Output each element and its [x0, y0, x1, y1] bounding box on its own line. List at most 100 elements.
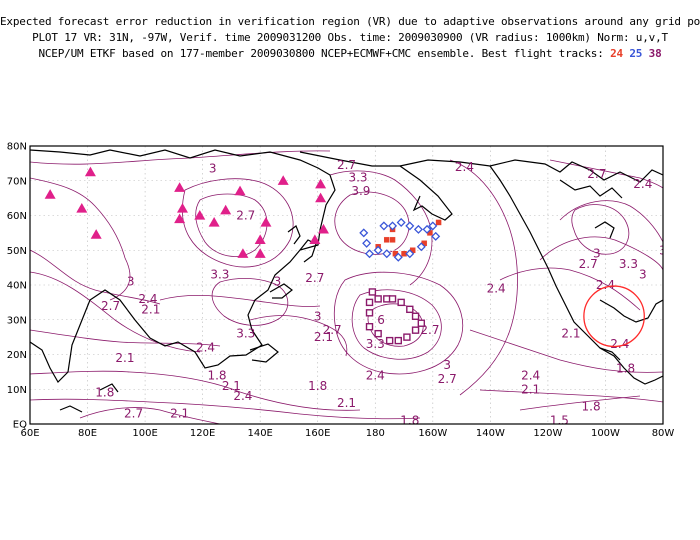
- observation-triangle: [174, 213, 186, 224]
- contour-label: 2.4: [455, 160, 474, 174]
- contour-line: [571, 204, 630, 255]
- contour-label: 2.1: [337, 396, 356, 410]
- observation-triangle: [208, 216, 220, 227]
- contour-label: 2.7: [101, 299, 120, 313]
- header-line-3-text: NCEP/UM ETKF based on 177-member 2009030…: [38, 47, 604, 60]
- observation-triangle: [260, 216, 272, 227]
- contour-lines: [30, 150, 663, 424]
- contour-label: 2.1: [141, 302, 160, 316]
- coastline: [59, 405, 83, 413]
- observation-triangle: [309, 234, 321, 244]
- contour-label: 2.7: [305, 271, 324, 285]
- contour-line: [351, 289, 442, 360]
- coastline: [99, 383, 119, 393]
- contour-line: [549, 159, 663, 189]
- observation-triangle: [90, 229, 102, 239]
- lon-tick-label: 80W: [652, 428, 675, 439]
- contour-label: 2.4: [233, 389, 252, 403]
- observation-triangle: [44, 189, 56, 199]
- contour-line: [30, 329, 221, 347]
- contour-label: 2.4: [633, 177, 652, 191]
- coastline: [299, 151, 453, 221]
- lat-tick-label: 40N: [7, 281, 27, 292]
- coastline: [287, 225, 301, 245]
- contour-line: [211, 278, 289, 326]
- contour-line: [182, 178, 294, 268]
- contour-label: 1.8: [95, 386, 114, 400]
- track-38-point: [365, 309, 374, 317]
- contour-label: 2.4: [487, 281, 506, 295]
- track-24-point: [389, 236, 396, 244]
- track-25-point: [359, 228, 369, 238]
- lat-tick-label: 20N: [7, 350, 27, 361]
- track-25-point: [431, 231, 441, 241]
- lon-tick-label: 80E: [78, 428, 97, 439]
- track-25-point: [393, 252, 403, 262]
- contour-label: 2.7: [587, 167, 606, 181]
- contour-label: 3: [127, 275, 135, 289]
- observation-triangle: [277, 175, 289, 185]
- coastline: [299, 239, 317, 263]
- contour-label: 2.4: [196, 341, 215, 355]
- coastline: [269, 283, 293, 299]
- track-25-point: [362, 238, 372, 248]
- lon-tick-label: 160W: [418, 428, 447, 439]
- track-id-25: 25: [629, 47, 643, 60]
- lat-tick-label: 10N: [7, 385, 27, 396]
- contour-label: 2.4: [610, 337, 629, 351]
- track-25-point: [379, 221, 389, 231]
- contour-label: 1.8: [616, 361, 635, 375]
- contour-label: 2.7: [579, 257, 598, 271]
- lon-tick-label: 140W: [476, 428, 505, 439]
- track-25-point: [405, 249, 415, 259]
- observation-triangle: [315, 178, 327, 189]
- contour-label: 2.7: [420, 323, 439, 337]
- lat-tick-label: 30N: [7, 315, 27, 326]
- track-38-point: [365, 323, 374, 331]
- contour-line: [469, 329, 663, 373]
- lat-tick-label: 70N: [7, 176, 27, 187]
- contour-label: 2.7: [337, 158, 356, 172]
- track-38-point: [411, 312, 420, 320]
- map-frame: [29, 145, 664, 425]
- lat-tick-label: 60N: [7, 211, 27, 222]
- contour-label: 3.3: [619, 257, 638, 271]
- track-24-point: [383, 236, 391, 244]
- contour-label: 2.4: [521, 368, 540, 382]
- contour-label: 3.3: [348, 170, 367, 184]
- contour-label: 3: [659, 243, 667, 257]
- track-25-point: [396, 217, 406, 227]
- plot-header: Expected forecast error reduction in ver…: [0, 14, 700, 62]
- coastline: [249, 343, 279, 363]
- contour-line: [30, 249, 161, 305]
- contour-line: [519, 395, 641, 411]
- coastline: [599, 347, 621, 361]
- contour-label: 6: [377, 313, 385, 327]
- contour-label: 2.1: [314, 330, 333, 344]
- track-25-point: [388, 221, 398, 231]
- contour-label: 3.3: [236, 327, 255, 341]
- track-38-point: [368, 288, 377, 296]
- contour-line: [249, 315, 348, 357]
- contour-label: 2.7: [124, 407, 143, 421]
- track-38-point: [403, 333, 411, 341]
- lon-tick-label: 120W: [533, 428, 562, 439]
- contour-label: 3.3: [366, 337, 385, 351]
- track-38-point: [374, 329, 382, 338]
- observation-triangle: [254, 248, 266, 258]
- track-25-point: [428, 221, 438, 231]
- contour-label: 3: [443, 358, 451, 372]
- contour-label: 2.1: [170, 407, 189, 421]
- contour-label: 2.1: [115, 351, 134, 365]
- lat-tick-label: 80N: [7, 142, 27, 153]
- lon-tick-label: 100E: [132, 428, 157, 439]
- lon-tick-label: 100W: [591, 428, 620, 439]
- track-25-point: [422, 224, 432, 234]
- header-line-1: Expected forecast error reduction in ver…: [0, 15, 700, 28]
- track-id-24: 24: [610, 47, 623, 60]
- contour-label: 2.4: [138, 292, 157, 306]
- track-38-point: [406, 305, 414, 314]
- coastlines: [30, 149, 663, 413]
